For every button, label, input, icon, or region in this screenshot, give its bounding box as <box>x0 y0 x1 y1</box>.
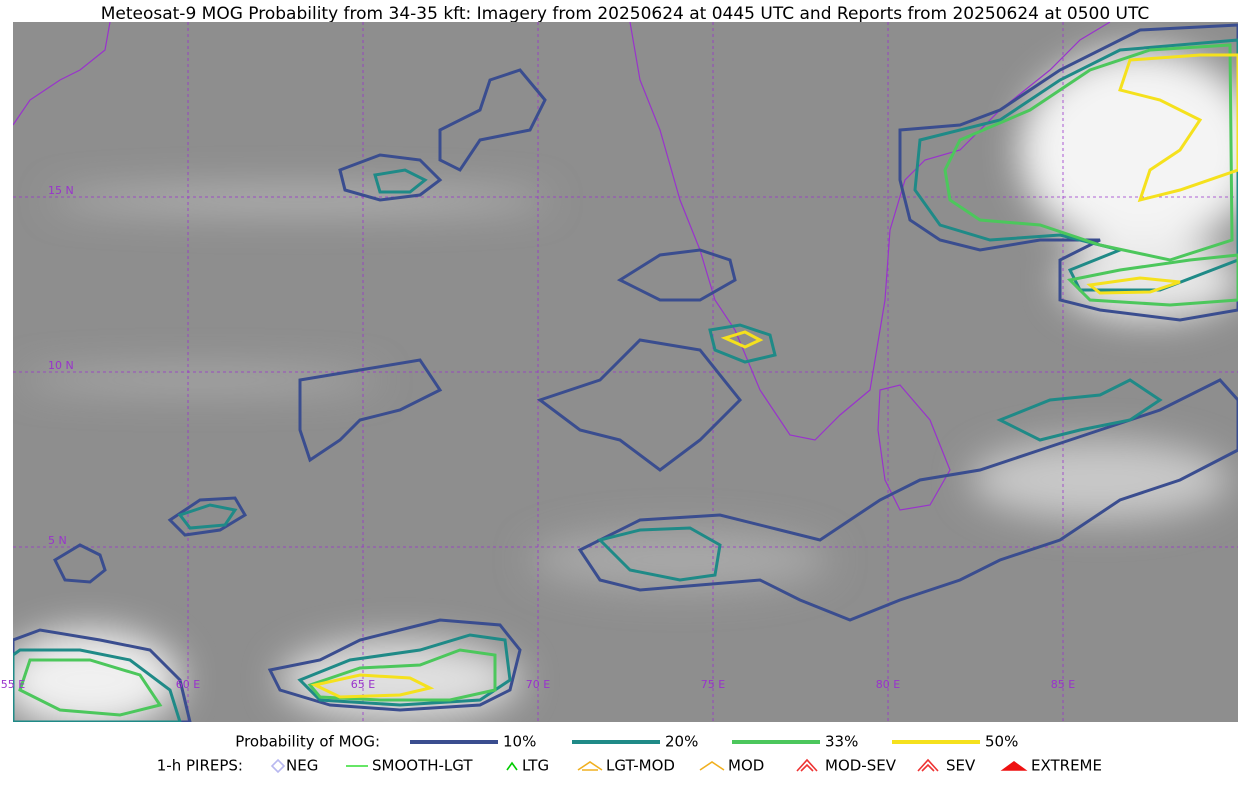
pirep-symbol <box>270 758 286 774</box>
map <box>13 22 1238 722</box>
lon-label: 60 E <box>176 678 200 691</box>
pirep-symbol <box>506 761 518 771</box>
pirep-symbol <box>1000 761 1028 771</box>
legend-item: 33% <box>825 733 858 751</box>
legend-item: SEV <box>946 757 976 775</box>
legend-item: 20% <box>665 733 698 751</box>
title: Meteosat-9 MOG Probability from 34-35 kf… <box>101 4 1150 24</box>
lat-label: 5 N <box>48 534 67 547</box>
legend-item: 10% <box>503 733 536 751</box>
legend-item: LGT-MOD <box>606 757 675 775</box>
lat-label: 10 N <box>48 359 74 372</box>
lon-label: 80 E <box>876 678 900 691</box>
lon-label: 85 E <box>1051 678 1075 691</box>
legend-item: 50% <box>985 733 1018 751</box>
legend-label: Probability of MOG: <box>235 733 380 751</box>
pirep-symbol <box>917 758 939 772</box>
legend-item: LTG <box>522 757 549 775</box>
legend-item: NEG <box>286 757 318 775</box>
pirep-symbol <box>796 758 818 772</box>
legend-item: MOD <box>728 757 764 775</box>
lon-label: 70 E <box>526 678 550 691</box>
legend-label: 1-h PIREPS: <box>157 757 243 775</box>
legend-item: EXTREME <box>1031 757 1102 775</box>
lon-label: 55 E <box>1 678 25 691</box>
lat-label: 15 N <box>48 184 74 197</box>
pirep-symbol <box>699 761 725 771</box>
contours <box>13 23 1238 722</box>
lon-label: 75 E <box>701 678 725 691</box>
grid <box>13 22 1238 722</box>
legend-item: SMOOTH-LGT <box>372 757 473 775</box>
legend-item: MOD-SEV <box>825 757 897 775</box>
legend: Probability of MOG: 10% 20% 33% 50% 1-h PIREP… <box>157 733 1102 775</box>
lon-label: 65 E <box>351 678 375 691</box>
geo-labels: 15 N 10 N 5 N 55 E 60 E 65 E 70 E 75 E 80 E 85 E <box>1 184 1075 691</box>
pirep-symbol <box>577 761 603 771</box>
